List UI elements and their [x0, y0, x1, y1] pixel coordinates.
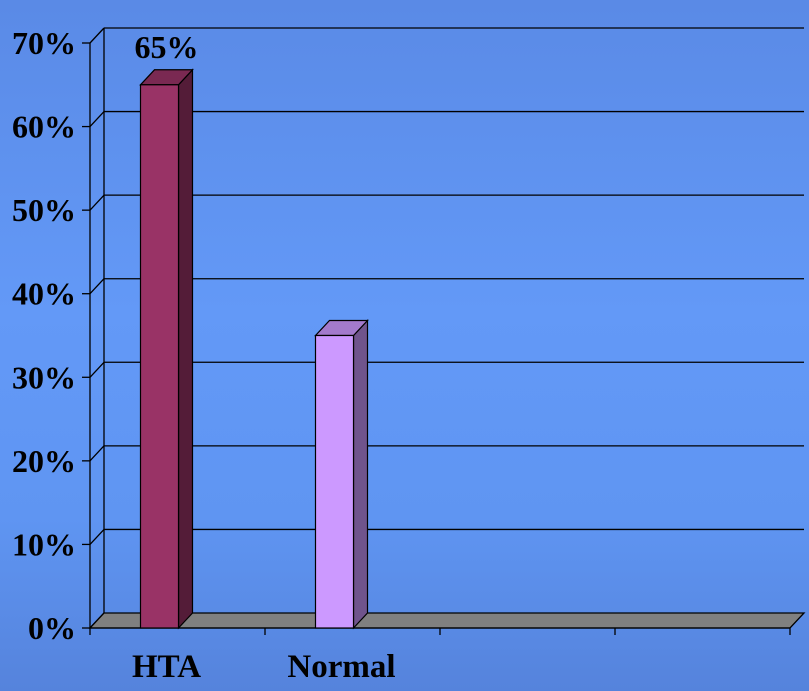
bar-front-face: [139, 84, 180, 629]
gridline-diagonal: [89, 111, 105, 128]
gridline-diagonal: [89, 278, 105, 295]
y-tick-label: 0%: [28, 610, 76, 646]
y-tick-label: 40%: [12, 276, 76, 312]
x-category-label: Normal: [287, 649, 395, 685]
gridlines: [89, 27, 804, 629]
data-label: 65%: [135, 29, 199, 65]
y-tick-label: 20%: [12, 443, 76, 479]
gridline-diagonal: [89, 528, 105, 545]
labels: 65% HTA Normal: [132, 29, 396, 685]
x-axis: [89, 627, 791, 635]
y-tick-label: 10%: [12, 526, 76, 562]
bars: [139, 68, 369, 630]
y-axis: 0% 10% 20% 30% 40% 50% 60% 70%: [12, 25, 91, 646]
gridline-diagonal: [89, 27, 105, 44]
y-tick-label: 30%: [12, 359, 76, 395]
y-tick-label: 60%: [12, 109, 76, 145]
floor: [88, 612, 806, 629]
gridline-diagonal: [89, 361, 105, 378]
chart-floor: [88, 612, 806, 629]
bar-side-face: [177, 68, 194, 630]
gridline-diagonal: [89, 194, 105, 211]
y-tick-label: 50%: [12, 192, 76, 228]
gridline-diagonal: [89, 445, 105, 462]
bar-front-face: [314, 334, 355, 629]
bar-normal: [314, 318, 369, 630]
x-category-label: HTA: [132, 649, 201, 685]
bar-hta: [139, 68, 194, 630]
y-tick-label: 70%: [12, 25, 76, 61]
bar-side-face: [352, 318, 369, 630]
